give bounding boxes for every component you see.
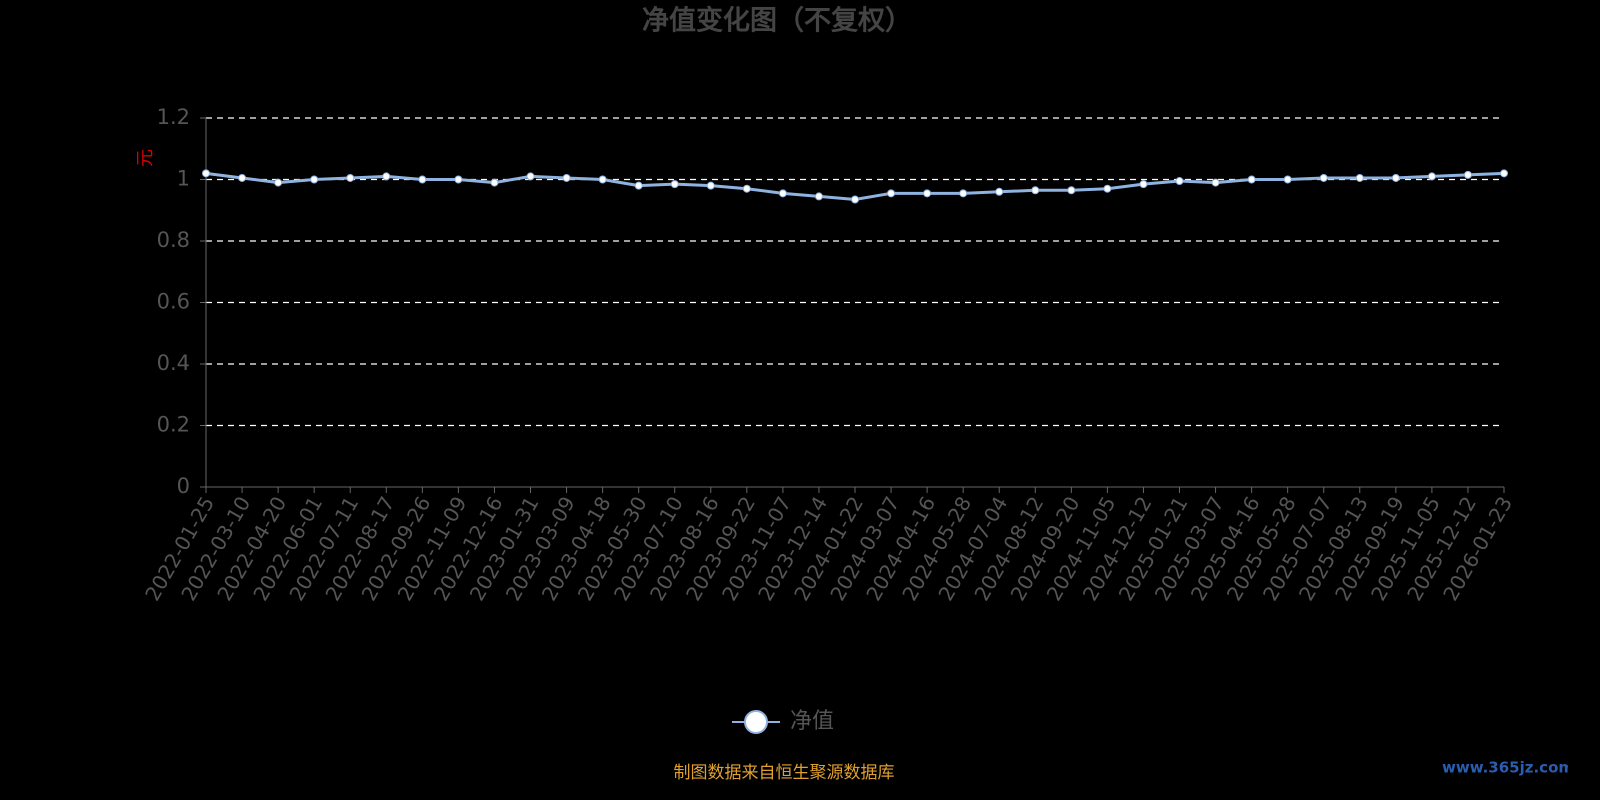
y-tick-label: 0.4 — [157, 351, 190, 375]
legend-label: 净值 — [790, 709, 834, 734]
data-point — [887, 189, 896, 198]
data-point — [526, 172, 535, 181]
data-point — [923, 189, 932, 198]
data-point — [742, 184, 751, 193]
y-tick-label: 1.2 — [157, 105, 190, 129]
data-point — [274, 178, 283, 187]
data-point — [778, 189, 787, 198]
data-point — [1355, 173, 1364, 182]
data-point — [814, 192, 823, 201]
data-point — [598, 175, 607, 184]
chart: 净值变化图（不复权） 元 制图数据来自恒生聚源数据库 www.365jz.com… — [0, 0, 1568, 784]
data-point — [959, 189, 968, 198]
y-tick-label: 0.8 — [157, 228, 190, 252]
data-point — [1500, 169, 1508, 178]
data-point — [562, 173, 571, 182]
watermark: www.365jz.com — [1442, 759, 1568, 777]
data-point — [1247, 175, 1256, 184]
data-point — [382, 172, 391, 181]
y-tick-label: 1 — [177, 167, 190, 191]
data-point — [706, 181, 715, 190]
data-point — [1139, 180, 1148, 189]
data-point — [1031, 186, 1040, 195]
background — [0, 0, 1568, 784]
data-point — [1175, 177, 1184, 186]
data-point — [310, 175, 319, 184]
data-point — [634, 181, 643, 190]
data-point — [1103, 184, 1112, 193]
data-point — [1319, 173, 1328, 182]
data-point — [238, 173, 247, 182]
y-tick-label: 0.6 — [157, 290, 190, 314]
data-point — [490, 178, 499, 187]
legend-marker — [744, 710, 768, 734]
data-point — [1463, 170, 1472, 179]
data-point — [1211, 178, 1220, 187]
source-note: 制图数据来自恒生聚源数据库 — [674, 763, 895, 783]
data-point — [670, 180, 679, 189]
data-point — [418, 175, 427, 184]
y-tick-label: 0.2 — [157, 413, 190, 437]
data-point — [1283, 175, 1292, 184]
data-point — [1067, 186, 1076, 195]
y-axis-label: 元 — [135, 149, 156, 167]
data-point — [1427, 172, 1436, 181]
data-point — [1391, 173, 1400, 182]
data-point — [851, 195, 859, 204]
data-point — [346, 173, 355, 182]
data-point — [454, 175, 463, 184]
y-tick-label: 0 — [177, 474, 190, 498]
data-point — [202, 169, 210, 178]
chart-title: 净值变化图（不复权） — [642, 5, 912, 37]
data-point — [995, 187, 1004, 196]
